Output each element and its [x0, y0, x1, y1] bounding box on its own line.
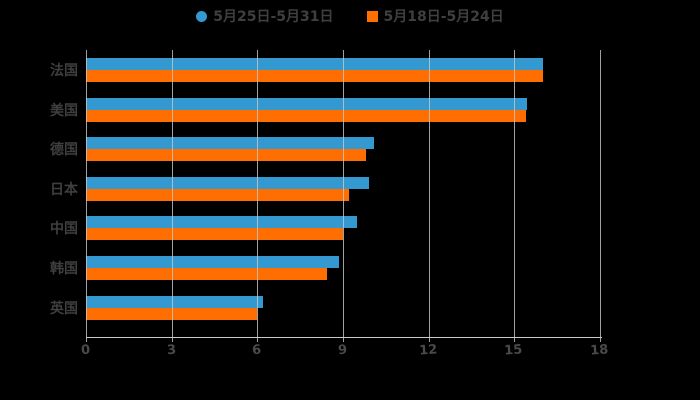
legend-item-week1[interactable]: 5月18日-5月24日: [366, 6, 504, 26]
legend: 5月25日-5月31日 5月18日-5月24日: [0, 6, 700, 26]
bar-series1[interactable]: [86, 256, 339, 268]
x-tick-label: 12: [418, 342, 438, 359]
bar-series1[interactable]: [86, 58, 543, 70]
plot-area: 法国美国德国日本中国韩国英国 0 3 6 9 12 15 18: [50, 50, 609, 359]
category-label: 法国: [50, 63, 78, 79]
bar-series2[interactable]: [86, 109, 526, 122]
bar-series1[interactable]: [86, 97, 528, 110]
legend-circle-marker-icon: [196, 10, 208, 22]
legend-item-week2[interactable]: 5月25日-5月31日: [196, 6, 334, 26]
category-label: 美国: [50, 102, 78, 119]
category-label: 中国: [50, 221, 78, 238]
gridline: [86, 50, 87, 342]
bar-series1[interactable]: [86, 137, 375, 150]
x-tick-label: 6: [251, 342, 263, 359]
bar-series2[interactable]: [86, 188, 349, 201]
gridline: [343, 50, 344, 342]
bar-series1[interactable]: [86, 216, 358, 229]
x-tick-label: 0: [80, 342, 91, 359]
gridline: [171, 50, 173, 342]
category-label: 德国: [50, 142, 78, 159]
bar-series1[interactable]: [86, 295, 264, 308]
category-label: 日本: [50, 181, 78, 198]
bar-series2[interactable]: [86, 228, 343, 241]
bar-series2[interactable]: [86, 268, 328, 280]
gridline: [428, 50, 430, 342]
gridline: [514, 50, 516, 342]
x-tick-label: 9: [337, 342, 348, 359]
x-tick-label: 3: [166, 342, 177, 359]
category-label: 韩国: [50, 261, 78, 277]
bar-series1[interactable]: [86, 176, 369, 189]
x-tick-label: 15: [504, 342, 524, 359]
gridline: [600, 50, 601, 342]
legend-label-week2: 5月25日-5月31日: [213, 9, 334, 25]
x-axis-line: [86, 337, 602, 338]
legend-label-week1: 5月18日-5月24日: [383, 9, 504, 25]
gridline: [257, 50, 259, 342]
category-label: 英国: [50, 300, 78, 317]
bar-series2[interactable]: [86, 149, 366, 162]
bar-series2[interactable]: [86, 70, 543, 82]
legend-square-marker-icon: [366, 10, 378, 22]
x-tick-label: 18: [589, 342, 609, 359]
